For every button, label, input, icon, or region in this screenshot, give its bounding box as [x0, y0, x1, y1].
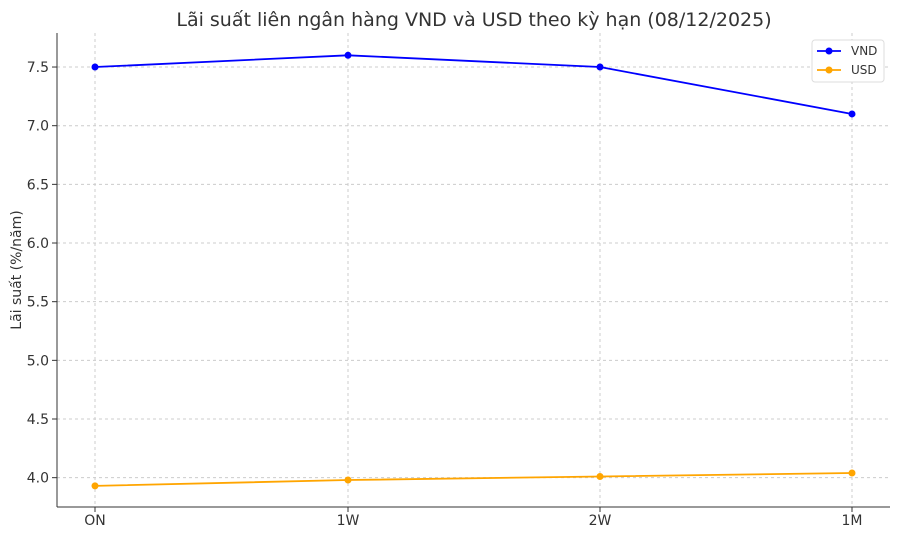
x-tick-label: 2W	[589, 513, 612, 529]
data-point-usd	[91, 482, 99, 490]
data-point-vnd	[596, 63, 604, 71]
y-tick-label: 4.0	[27, 471, 49, 487]
x-tick-label: 1W	[337, 513, 360, 529]
series-line-usd	[94, 472, 853, 487]
data-point-usd	[848, 469, 856, 477]
data-point-vnd	[91, 63, 99, 71]
y-tick-label: 6.5	[27, 177, 49, 193]
chart-title: Lãi suất liên ngân hàng VND và USD theo …	[176, 9, 771, 31]
y-tick-label: 6.0	[27, 236, 49, 252]
data-point-usd	[344, 476, 352, 484]
y-tick-label: 7.0	[27, 119, 49, 135]
y-tick-label: 5.0	[27, 353, 49, 369]
data-point-usd	[596, 472, 604, 480]
legend-label: VND	[851, 44, 877, 58]
legend-label: USD	[851, 63, 877, 77]
legend-marker	[825, 47, 833, 55]
legend-marker	[825, 66, 833, 74]
series-line-vnd	[94, 54, 853, 115]
y-tick-label: 5.5	[27, 295, 49, 311]
x-tick-label: 1M	[842, 513, 863, 529]
y-axis-label: Lãi suất (%/năm)	[9, 210, 25, 329]
y-tick-label: 7.5	[27, 60, 49, 76]
y-tick-label: 4.5	[27, 412, 49, 428]
data-point-vnd	[344, 51, 352, 59]
data-point-vnd	[848, 110, 856, 118]
x-tick-label: ON	[84, 513, 106, 529]
